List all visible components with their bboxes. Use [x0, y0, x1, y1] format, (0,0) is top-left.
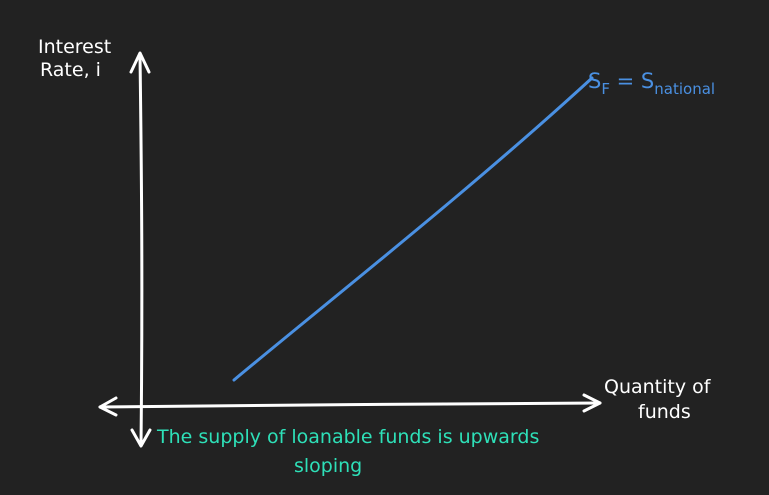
- curve-label-equals: = S: [610, 69, 654, 93]
- x-axis-label-line2: funds: [638, 401, 691, 423]
- x-axis: [98, 393, 602, 417]
- curve-label-sub-f: F: [601, 80, 610, 98]
- y-axis-arrow-top: [129, 51, 151, 74]
- y-axis-line: [138, 52, 144, 447]
- caption-line1: The supply of loanable funds is upwards: [156, 426, 539, 448]
- x-axis-arrow-left: [98, 396, 118, 417]
- x-axis-line: [98, 401, 602, 409]
- curve-label-s: S: [588, 69, 601, 93]
- caption-line2: sloping: [294, 455, 362, 477]
- y-axis-label-line2: Rate, i: [40, 59, 101, 81]
- curve-label-sub-national: national: [654, 80, 715, 98]
- y-axis: [129, 51, 152, 448]
- supply-curve-label: SF = Snational: [588, 69, 715, 98]
- y-axis-arrow-bottom: [130, 428, 152, 448]
- x-axis-label-line1: Quantity of: [604, 376, 712, 398]
- y-axis-label-line1: Interest: [38, 36, 111, 58]
- supply-curve: [232, 76, 594, 382]
- x-axis-arrow-right: [582, 393, 602, 413]
